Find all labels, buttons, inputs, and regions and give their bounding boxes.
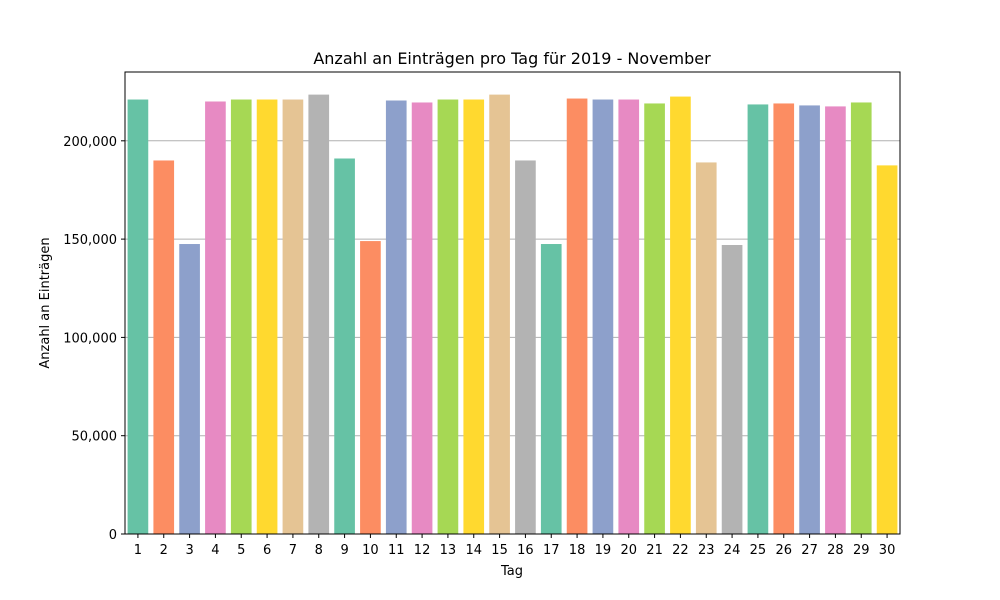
x-tick-label: 19 [595,543,612,558]
x-tick-label: 14 [465,543,482,558]
x-tick-label: 15 [491,543,508,558]
x-tick-label: 1 [134,543,142,558]
bar [695,162,717,535]
bar [385,100,407,535]
x-tick-label: 24 [724,543,741,558]
bar [670,96,691,535]
x-tick-label: 11 [388,543,405,558]
x-tick-label: 21 [646,543,663,558]
x-tick-label: 12 [414,543,431,558]
x-tick-label: 20 [620,543,637,558]
bar [644,103,665,534]
y-tick-label: 100,000 [63,331,117,346]
bar [489,94,510,534]
y-tick-label: 200,000 [63,135,117,150]
x-tick-label: 22 [672,543,689,558]
bar [618,99,640,534]
bar [230,99,252,534]
y-axis-ticks: 0 50,000 100,000 150,000 200,000 [63,135,125,543]
bar [360,241,381,535]
bar [282,99,304,534]
bar [153,160,175,534]
bar [515,160,536,534]
bar [876,165,898,534]
x-tick-label: 27 [801,543,818,558]
x-axis-ticks: 1 2 3 4 5 6 7 8 9 10 11 12 13 14 15 16 17 18 19 20 21 22 23 24 2… [134,534,896,558]
x-tick-label: 6 [263,543,271,558]
x-tick-label: 13 [440,543,457,558]
bar [205,101,226,534]
gridlines [125,140,900,437]
bar [308,94,330,534]
x-tick-label: 29 [853,543,870,558]
bar [721,245,743,534]
x-tick-label: 10 [362,543,379,558]
bar [334,158,355,534]
x-tick-label: 18 [569,543,586,558]
y-tick-label: 150,000 [63,233,117,248]
bar [799,105,820,535]
x-tick-label: 3 [185,543,193,558]
y-axis-label: Anzahl an Einträgen [38,237,53,368]
bar [127,99,149,534]
bar [747,104,769,535]
x-tick-label: 30 [879,543,896,558]
y-tick-label: 0 [109,528,117,543]
x-tick-label: 5 [237,543,245,558]
chart-title: Anzahl an Einträgen pro Tag für 2019 - N… [313,49,711,68]
x-tick-label: 4 [211,543,219,558]
x-tick-label: 26 [775,543,792,558]
bar [463,99,485,534]
x-tick-label: 9 [340,543,348,558]
bar [179,244,200,534]
bar [540,244,562,534]
bar [825,106,846,534]
x-tick-label: 23 [698,543,715,558]
bars [127,94,898,535]
y-tick-label: 50,000 [72,430,118,445]
plot-frame [124,71,901,535]
bar [256,99,278,534]
x-tick-label: 28 [827,543,844,558]
bar [773,103,795,534]
bar [850,102,872,534]
x-tick-label: 16 [517,543,534,558]
x-tick-label: 7 [289,543,297,558]
x-tick-label: 2 [160,543,168,558]
bar [592,99,614,534]
x-tick-label: 25 [750,543,767,558]
x-tick-label: 8 [315,543,323,558]
x-axis-label: Tag [500,564,523,579]
x-tick-label: 17 [543,543,560,558]
bar [566,98,588,534]
bar [411,102,433,534]
bar [437,99,459,534]
